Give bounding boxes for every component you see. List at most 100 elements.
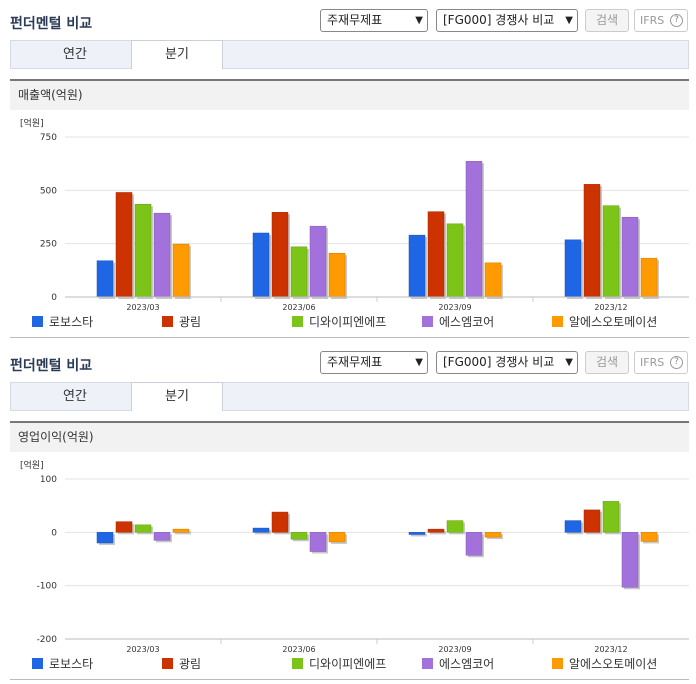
x-tick-label: 2023/03 [126, 303, 159, 312]
y-tick-label: 0 [51, 293, 57, 303]
bar [465, 161, 483, 298]
bar [252, 232, 270, 298]
legend-item[interactable]: 로보스타 [32, 655, 93, 673]
bar [309, 225, 327, 298]
legend-swatch [292, 658, 303, 669]
legend-item[interactable]: 에스엠코어 [422, 313, 494, 331]
legend-label: 디와이피엔에프 [309, 315, 387, 329]
x-tick-label: 2023/12 [594, 303, 627, 312]
legend-item[interactable]: 광림 [162, 655, 201, 673]
legend-item[interactable]: 디와이피엔에프 [292, 313, 386, 331]
bar [427, 528, 445, 533]
legend-item[interactable]: 디와이피엔에프 [292, 655, 386, 673]
x-tick-label: 2023/09 [438, 303, 471, 312]
section-header: 펀더멘털 비교 주재무제표 ▼ [FG000] 경쟁사 비교 ▼ 검색 IFRS? [0, 0, 696, 40]
bar [271, 212, 289, 298]
tab-quarterly[interactable]: 분기 [131, 40, 223, 69]
legend-label: 알에스오토메이션 [569, 657, 658, 671]
x-tick-label: 2023/03 [126, 645, 159, 654]
bar [153, 532, 171, 541]
bar [309, 532, 327, 552]
legend-label: 광림 [179, 315, 202, 329]
bar [484, 262, 502, 298]
legend-swatch [422, 658, 433, 669]
statement-select-value: 주재무제표 [327, 355, 383, 369]
x-tick-label: 2023/09 [438, 645, 471, 654]
y-tick-label: 250 [40, 240, 57, 250]
chart-subtitle: 매출액(억원) [10, 79, 689, 110]
legend-swatch [422, 316, 433, 327]
help-icon[interactable]: ? [670, 356, 683, 369]
chevron-down-icon: ▼ [415, 15, 423, 26]
statement-select-value: 주재무제표 [327, 13, 383, 27]
bar [446, 223, 464, 298]
chart-legend: 로보스타 광림 디와이피엔에프 에스엠코어 알에스오토메이션 [10, 655, 689, 675]
bar [583, 184, 601, 298]
y-tick-label: -100 [37, 582, 58, 592]
peer-select[interactable]: [FG000] 경쟁사 비교 ▼ [436, 351, 578, 374]
y-tick-label: 750 [40, 133, 57, 143]
ifrs-label: IFRS [640, 14, 665, 27]
y-tick-label: -200 [37, 635, 58, 645]
bar [621, 532, 639, 588]
period-tabs: 연간 분기 [10, 40, 689, 69]
ifrs-button[interactable]: IFRS? [634, 351, 688, 374]
bar [602, 501, 620, 533]
legend-item[interactable]: 알에스오토메이션 [552, 313, 657, 331]
legend-item[interactable]: 에스엠코어 [422, 655, 494, 673]
bar [96, 532, 114, 544]
chevron-down-icon: ▼ [565, 15, 573, 26]
y-tick-label: 0 [51, 528, 57, 538]
bar [640, 257, 658, 298]
peer-select-value: [FG000] 경쟁사 비교 [443, 355, 555, 369]
section-header: 펀더멘털 비교 주재무제표 ▼ [FG000] 경쟁사 비교 ▼ 검색 IFRS? [0, 342, 696, 382]
tab-annual[interactable]: 연간 [63, 47, 87, 62]
bar [115, 521, 133, 533]
chart-subtitle: 영업이익(억원) [10, 421, 689, 452]
section-divider [10, 337, 689, 338]
bar [172, 243, 190, 298]
bar [290, 532, 308, 540]
chevron-down-icon: ▼ [565, 357, 573, 368]
search-button[interactable]: 검색 [585, 351, 629, 374]
legend-item[interactable]: 알에스오토메이션 [552, 655, 657, 673]
unit-label: [억원] [20, 459, 44, 471]
legend-swatch [552, 658, 563, 669]
legend-item[interactable]: 로보스타 [32, 313, 93, 331]
y-tick-label: 500 [40, 186, 57, 196]
x-tick-label: 2023/12 [594, 645, 627, 654]
legend-label: 로보스타 [49, 315, 94, 329]
legend-label: 광림 [179, 657, 202, 671]
tab-quarterly[interactable]: 분기 [131, 382, 223, 411]
bar [583, 509, 601, 533]
bar [328, 532, 346, 543]
bar [290, 246, 308, 298]
bar [271, 511, 289, 533]
section-divider [10, 679, 689, 680]
bar [602, 205, 620, 298]
bar [96, 260, 114, 298]
fundamental-section-revenue: 펀더멘털 비교 주재무제표 ▼ [FG000] 경쟁사 비교 ▼ 검색 IFRS? … [0, 0, 696, 338]
bar-shadow [411, 534, 427, 537]
ifrs-button[interactable]: IFRS? [634, 9, 688, 32]
bar [408, 234, 426, 298]
peer-select[interactable]: [FG000] 경쟁사 비교 ▼ [436, 9, 578, 32]
bar [427, 211, 445, 298]
bar [484, 532, 502, 538]
bar [328, 253, 346, 298]
bar [564, 239, 582, 298]
legend-item[interactable]: 광림 [162, 313, 201, 331]
y-tick-label: 100 [40, 475, 57, 485]
bar [115, 192, 133, 298]
search-button[interactable]: 검색 [585, 9, 629, 32]
bar [640, 532, 658, 542]
help-icon[interactable]: ? [670, 14, 683, 27]
statement-select[interactable]: 주재무제표 ▼ [320, 351, 428, 374]
statement-select[interactable]: 주재무제표 ▼ [320, 9, 428, 32]
legend-label: 로보스타 [49, 657, 94, 671]
legend-label: 알에스오토메이션 [569, 315, 658, 329]
tab-annual[interactable]: 연간 [63, 389, 87, 404]
legend-swatch [32, 316, 43, 327]
operating-profit-bar-chart: [억원] -200 -100 0 100 2023/03 2023/06 2023/09 202… [20, 459, 689, 654]
legend-label: 에스엠코어 [439, 315, 495, 329]
